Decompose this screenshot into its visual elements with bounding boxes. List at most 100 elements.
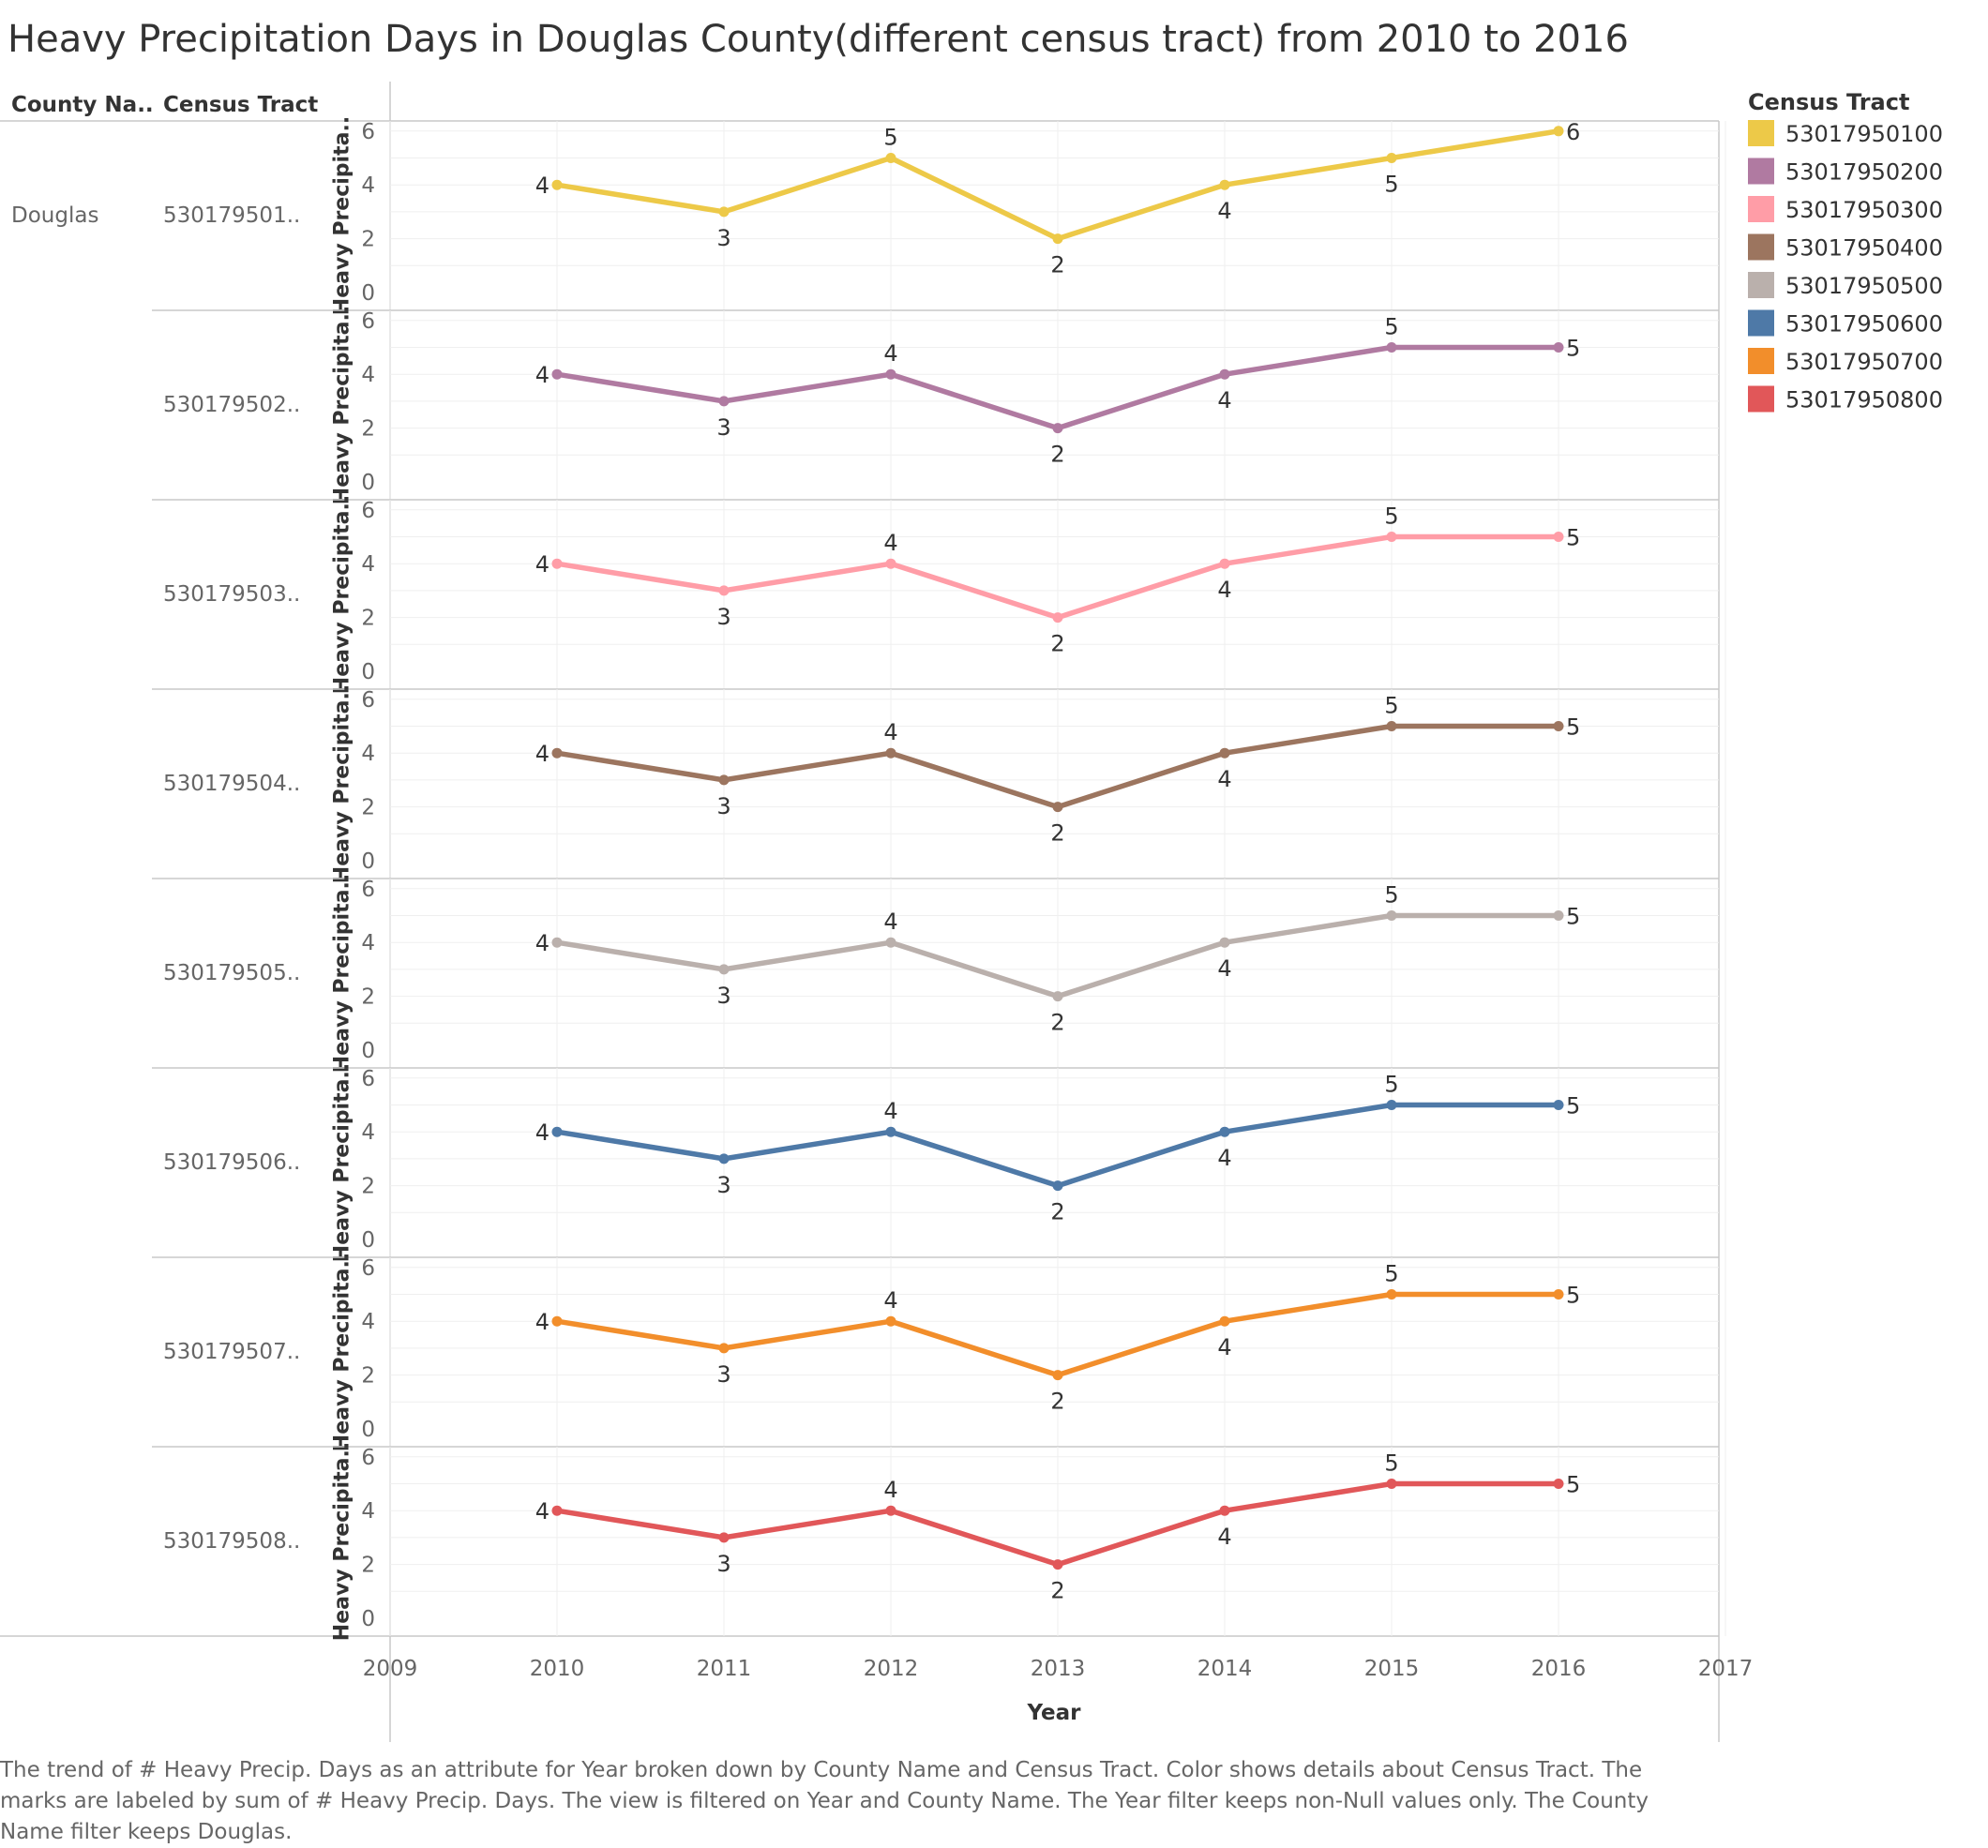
- y-axis-title: Heavy Precipita..: [331, 1253, 354, 1451]
- data-point: [1553, 910, 1564, 921]
- data-point: [1386, 342, 1397, 353]
- data-label: 4: [883, 1098, 897, 1124]
- data-point: [551, 1126, 563, 1137]
- data-point: [551, 1505, 563, 1516]
- legend-swatch: [1748, 272, 1774, 298]
- tract-row-label: 530179502..: [163, 393, 300, 417]
- y-tick-label: 6: [361, 1067, 375, 1091]
- data-point: [551, 558, 563, 569]
- data-point: [718, 206, 730, 218]
- legend-label: 53017950600: [1785, 311, 1943, 338]
- legend-label: 53017950200: [1785, 159, 1943, 186]
- legend-item-53017950300[interactable]: 53017950300: [1748, 196, 1943, 223]
- y-tick-label: 2: [361, 228, 375, 252]
- x-axis-title: Year: [1026, 1701, 1081, 1725]
- legend-swatch: [1748, 158, 1774, 185]
- y-tick-label: 0: [361, 660, 375, 684]
- data-point: [1219, 1505, 1230, 1516]
- data-point: [718, 774, 730, 786]
- data-label: 4: [535, 1119, 550, 1146]
- legend[interactable]: 53017950100 53017950200 53017950300 5301795…: [1748, 120, 1943, 413]
- x-tick-label: 2009: [363, 1657, 418, 1681]
- y-tick-label: 4: [361, 1499, 375, 1524]
- x-tick-label: 2012: [864, 1657, 919, 1681]
- data-label: 4: [1217, 387, 1231, 413]
- legend-swatch: [1748, 309, 1774, 337]
- y-tick-label: 0: [361, 1228, 375, 1253]
- data-label: 4: [535, 930, 550, 956]
- data-label: 2: [1050, 1389, 1064, 1415]
- data-point: [1052, 802, 1063, 813]
- data-label: 5: [1384, 693, 1398, 719]
- y-tick-label: 4: [361, 931, 375, 955]
- data-point: [1219, 1126, 1230, 1137]
- y-tick-label: 4: [361, 363, 375, 387]
- data-label: 3: [716, 983, 730, 1009]
- data-point: [718, 1153, 730, 1164]
- data-label: 4: [883, 1287, 897, 1314]
- data-label: 2: [1050, 1010, 1064, 1036]
- y-tick-label: 6: [361, 120, 375, 144]
- legend-label: 53017950700: [1785, 349, 1943, 375]
- data-label: 5: [1566, 1093, 1580, 1119]
- y-tick-label: 2: [361, 985, 375, 1010]
- data-label: 4: [535, 173, 550, 199]
- data-point: [551, 179, 563, 190]
- panel-53017950600: 0 2 4 6 Heavy Precipita.. 530179506.. 4 3 4 2 4 5 5: [152, 1063, 1726, 1262]
- data-point: [1386, 1479, 1397, 1489]
- y-tick-label: 2: [361, 417, 375, 442]
- data-label: 5: [1384, 1072, 1398, 1098]
- data-label: 4: [883, 1477, 897, 1503]
- x-axis: 2009 2010 2011 2012 2013 2014 2015 2016 2017 Year: [363, 1657, 1754, 1725]
- legend-item-53017950100[interactable]: 53017950100: [1748, 120, 1943, 147]
- tract-row-label: 530179508..: [163, 1529, 300, 1554]
- y-axis-title: Heavy Precipita..: [331, 684, 354, 883]
- data-label: 5: [1384, 172, 1398, 198]
- legend-item-53017950400[interactable]: 53017950400: [1748, 233, 1943, 262]
- y-tick-label: 0: [361, 1418, 375, 1442]
- data-point: [1553, 721, 1564, 731]
- county-column-header: County Na..: [11, 93, 154, 117]
- data-label: 5: [1384, 503, 1398, 530]
- y-tick-label: 2: [361, 607, 375, 631]
- data-point: [1052, 233, 1063, 245]
- legend-item-53017950700[interactable]: 53017950700: [1748, 348, 1943, 375]
- tract-row-label: 530179501..: [163, 203, 300, 228]
- data-label: 2: [1050, 1578, 1064, 1604]
- data-label: 4: [535, 551, 550, 578]
- x-tick-label: 2010: [530, 1657, 585, 1681]
- legend-label: 53017950500: [1785, 273, 1943, 299]
- data-point: [885, 747, 896, 759]
- legend-item-53017950600[interactable]: 53017950600: [1748, 309, 1943, 338]
- data-label: 4: [883, 340, 897, 367]
- y-tick-label: 4: [361, 552, 375, 577]
- tract-row-label: 530179503..: [163, 582, 300, 607]
- y-tick-label: 0: [361, 849, 375, 874]
- data-label: 3: [716, 793, 730, 819]
- y-tick-label: 4: [361, 1120, 375, 1145]
- panel-53017950200: 0 2 4 6 Heavy Precipita.. 530179502.. 4 3 4 2 4 5 5: [152, 306, 1726, 504]
- data-point: [1553, 342, 1564, 353]
- data-point: [1052, 1370, 1063, 1381]
- legend-item-53017950200[interactable]: 53017950200: [1748, 158, 1943, 186]
- y-tick-label: 6: [361, 688, 375, 713]
- legend-item-53017950500[interactable]: 53017950500: [1748, 272, 1943, 299]
- y-axis-title: Heavy Precipita..: [331, 306, 354, 504]
- data-point: [885, 1505, 896, 1516]
- tract-row-label: 530179504..: [163, 772, 300, 796]
- data-point: [551, 747, 563, 759]
- tract-row-label: 530179505..: [163, 961, 300, 985]
- y-tick-label: 6: [361, 309, 375, 334]
- legend-title: Census Tract: [1748, 89, 1909, 115]
- data-label: 5: [883, 125, 897, 151]
- legend-item-53017950800[interactable]: 53017950800: [1748, 385, 1943, 413]
- y-tick-label: 6: [361, 1256, 375, 1281]
- chart-panels: 0 2 4 6 Heavy Precipita.. 530179501.. 4 3 5 2 4 5 6 0…: [152, 116, 1726, 1641]
- y-tick-label: 2: [361, 796, 375, 820]
- y-axis-title: Heavy Precipita..: [331, 116, 354, 315]
- legend-swatch: [1748, 385, 1774, 413]
- data-label: 4: [1217, 1524, 1231, 1550]
- legend-swatch: [1748, 120, 1774, 146]
- y-tick-label: 4: [361, 742, 375, 766]
- chart-title: Heavy Precipitation Days in Douglas Coun…: [8, 18, 1629, 61]
